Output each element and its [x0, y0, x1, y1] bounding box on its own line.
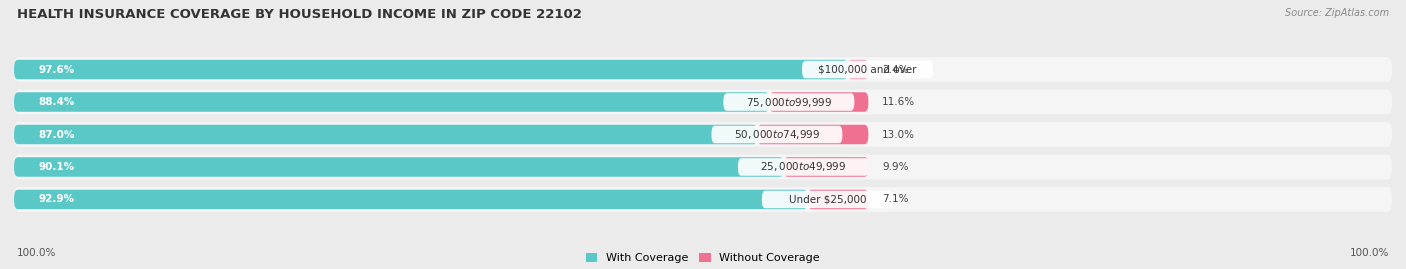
FancyBboxPatch shape: [14, 122, 1392, 147]
Text: 2.4%: 2.4%: [882, 65, 908, 75]
Text: 9.9%: 9.9%: [882, 162, 908, 172]
Text: $75,000 to $99,999: $75,000 to $99,999: [745, 95, 832, 108]
Text: 7.1%: 7.1%: [882, 194, 908, 204]
Text: $50,000 to $74,999: $50,000 to $74,999: [734, 128, 820, 141]
Text: 100.0%: 100.0%: [17, 248, 56, 258]
FancyBboxPatch shape: [14, 190, 807, 209]
Text: Under $25,000: Under $25,000: [789, 194, 866, 204]
FancyBboxPatch shape: [14, 90, 1392, 114]
FancyBboxPatch shape: [14, 57, 1392, 82]
FancyBboxPatch shape: [14, 155, 1392, 179]
Text: Source: ZipAtlas.com: Source: ZipAtlas.com: [1285, 8, 1389, 18]
FancyBboxPatch shape: [14, 157, 783, 177]
Text: 92.9%: 92.9%: [39, 194, 75, 204]
FancyBboxPatch shape: [848, 60, 869, 79]
Text: $25,000 to $49,999: $25,000 to $49,999: [761, 161, 846, 174]
FancyBboxPatch shape: [801, 61, 934, 78]
Text: 11.6%: 11.6%: [882, 97, 915, 107]
FancyBboxPatch shape: [14, 187, 1392, 212]
Text: 90.1%: 90.1%: [39, 162, 75, 172]
FancyBboxPatch shape: [807, 190, 869, 209]
Text: 100.0%: 100.0%: [1350, 248, 1389, 258]
FancyBboxPatch shape: [14, 92, 769, 112]
Text: $100,000 and over: $100,000 and over: [818, 65, 917, 75]
Text: 87.0%: 87.0%: [39, 129, 76, 140]
Text: 13.0%: 13.0%: [882, 129, 915, 140]
FancyBboxPatch shape: [711, 126, 842, 143]
FancyBboxPatch shape: [762, 191, 893, 208]
Text: HEALTH INSURANCE COVERAGE BY HOUSEHOLD INCOME IN ZIP CODE 22102: HEALTH INSURANCE COVERAGE BY HOUSEHOLD I…: [17, 8, 582, 21]
Text: 97.6%: 97.6%: [39, 65, 75, 75]
Text: 88.4%: 88.4%: [39, 97, 76, 107]
FancyBboxPatch shape: [769, 92, 869, 112]
FancyBboxPatch shape: [724, 93, 855, 111]
FancyBboxPatch shape: [783, 157, 869, 177]
FancyBboxPatch shape: [14, 60, 848, 79]
FancyBboxPatch shape: [758, 125, 869, 144]
FancyBboxPatch shape: [14, 125, 758, 144]
FancyBboxPatch shape: [738, 158, 869, 176]
Legend: With Coverage, Without Coverage: With Coverage, Without Coverage: [586, 253, 820, 263]
